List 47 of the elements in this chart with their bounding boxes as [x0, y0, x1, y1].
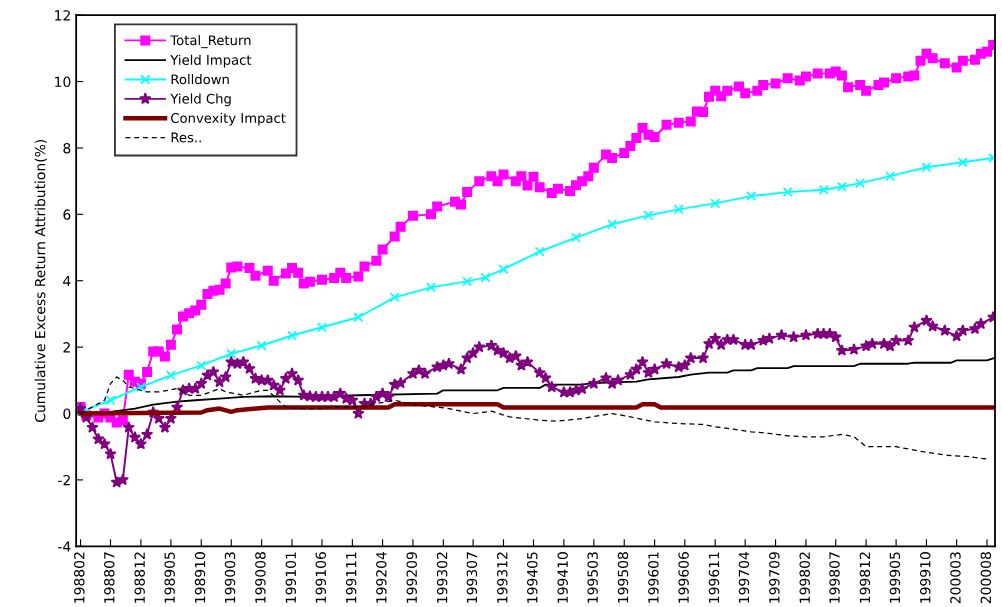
x-tick-label: 199807: [829, 552, 840, 603]
x-tick-label: 199601: [648, 552, 659, 603]
x-tick-label: 199106: [315, 552, 327, 603]
x-tick-label: 199606: [678, 552, 689, 603]
y-tick-label: 4: [63, 275, 71, 287]
x-tick-label: 199204: [376, 551, 387, 603]
x-tick-label: 200003: [950, 552, 961, 604]
x-tick-label: 198905: [164, 552, 175, 603]
x-tick-label: 199312: [497, 552, 508, 603]
x-tick-label: 198807: [104, 552, 115, 603]
y-tick-label: -2: [58, 474, 70, 486]
legend-label: Convexity Impact: [171, 112, 286, 126]
x-tick-label: 199508: [617, 552, 629, 603]
legend-label: Rolldown: [171, 74, 229, 85]
x-tick-label: 199405: [527, 552, 538, 603]
x-tick-label: 199704: [738, 551, 750, 603]
x-tick-label: 199111: [345, 552, 357, 603]
x-tick-label: 199503: [587, 552, 598, 603]
x-tick-label: 199812: [859, 552, 871, 603]
x-tick-label: 198910: [194, 552, 206, 603]
x-tick-label: 199709: [769, 552, 780, 603]
x-tick-label: 199101: [285, 552, 297, 603]
legend-label: Yield Chg: [170, 93, 231, 107]
x-tick-label: 200008: [980, 552, 992, 604]
x-tick-label: 198812: [134, 552, 145, 603]
x-tick-label: 199008: [255, 552, 266, 603]
y-tick-label: 12: [55, 10, 70, 21]
legend-label: Yield Impact: [170, 54, 252, 68]
x-tick-label: 199910: [920, 552, 931, 603]
y-tick-label: -4: [58, 541, 71, 552]
y-tick-label: 6: [63, 209, 71, 220]
y-tick-label: 0: [63, 408, 71, 419]
y-tick-label: 2: [63, 342, 70, 353]
x-tick-label: 199307: [466, 552, 478, 603]
x-tick-label: 199003: [224, 552, 236, 603]
x-tick-label: 199209: [406, 552, 417, 603]
x-tick-label: 199302: [436, 552, 448, 603]
legend-label: Total_Return: [170, 34, 251, 49]
x-tick-label: 198802: [74, 552, 85, 603]
x-tick-label: 199905: [889, 552, 901, 603]
y-axis-title: Cumulative Excess Return Attribution(%): [34, 139, 47, 422]
y-tick-label: 8: [63, 142, 71, 154]
y-tick-label: 10: [55, 76, 71, 88]
x-tick-label: 199410: [557, 552, 568, 603]
x-tick-label: 199802: [799, 552, 810, 603]
x-tick-label: 199611: [708, 552, 720, 603]
legend-label: Res..: [171, 132, 201, 143]
